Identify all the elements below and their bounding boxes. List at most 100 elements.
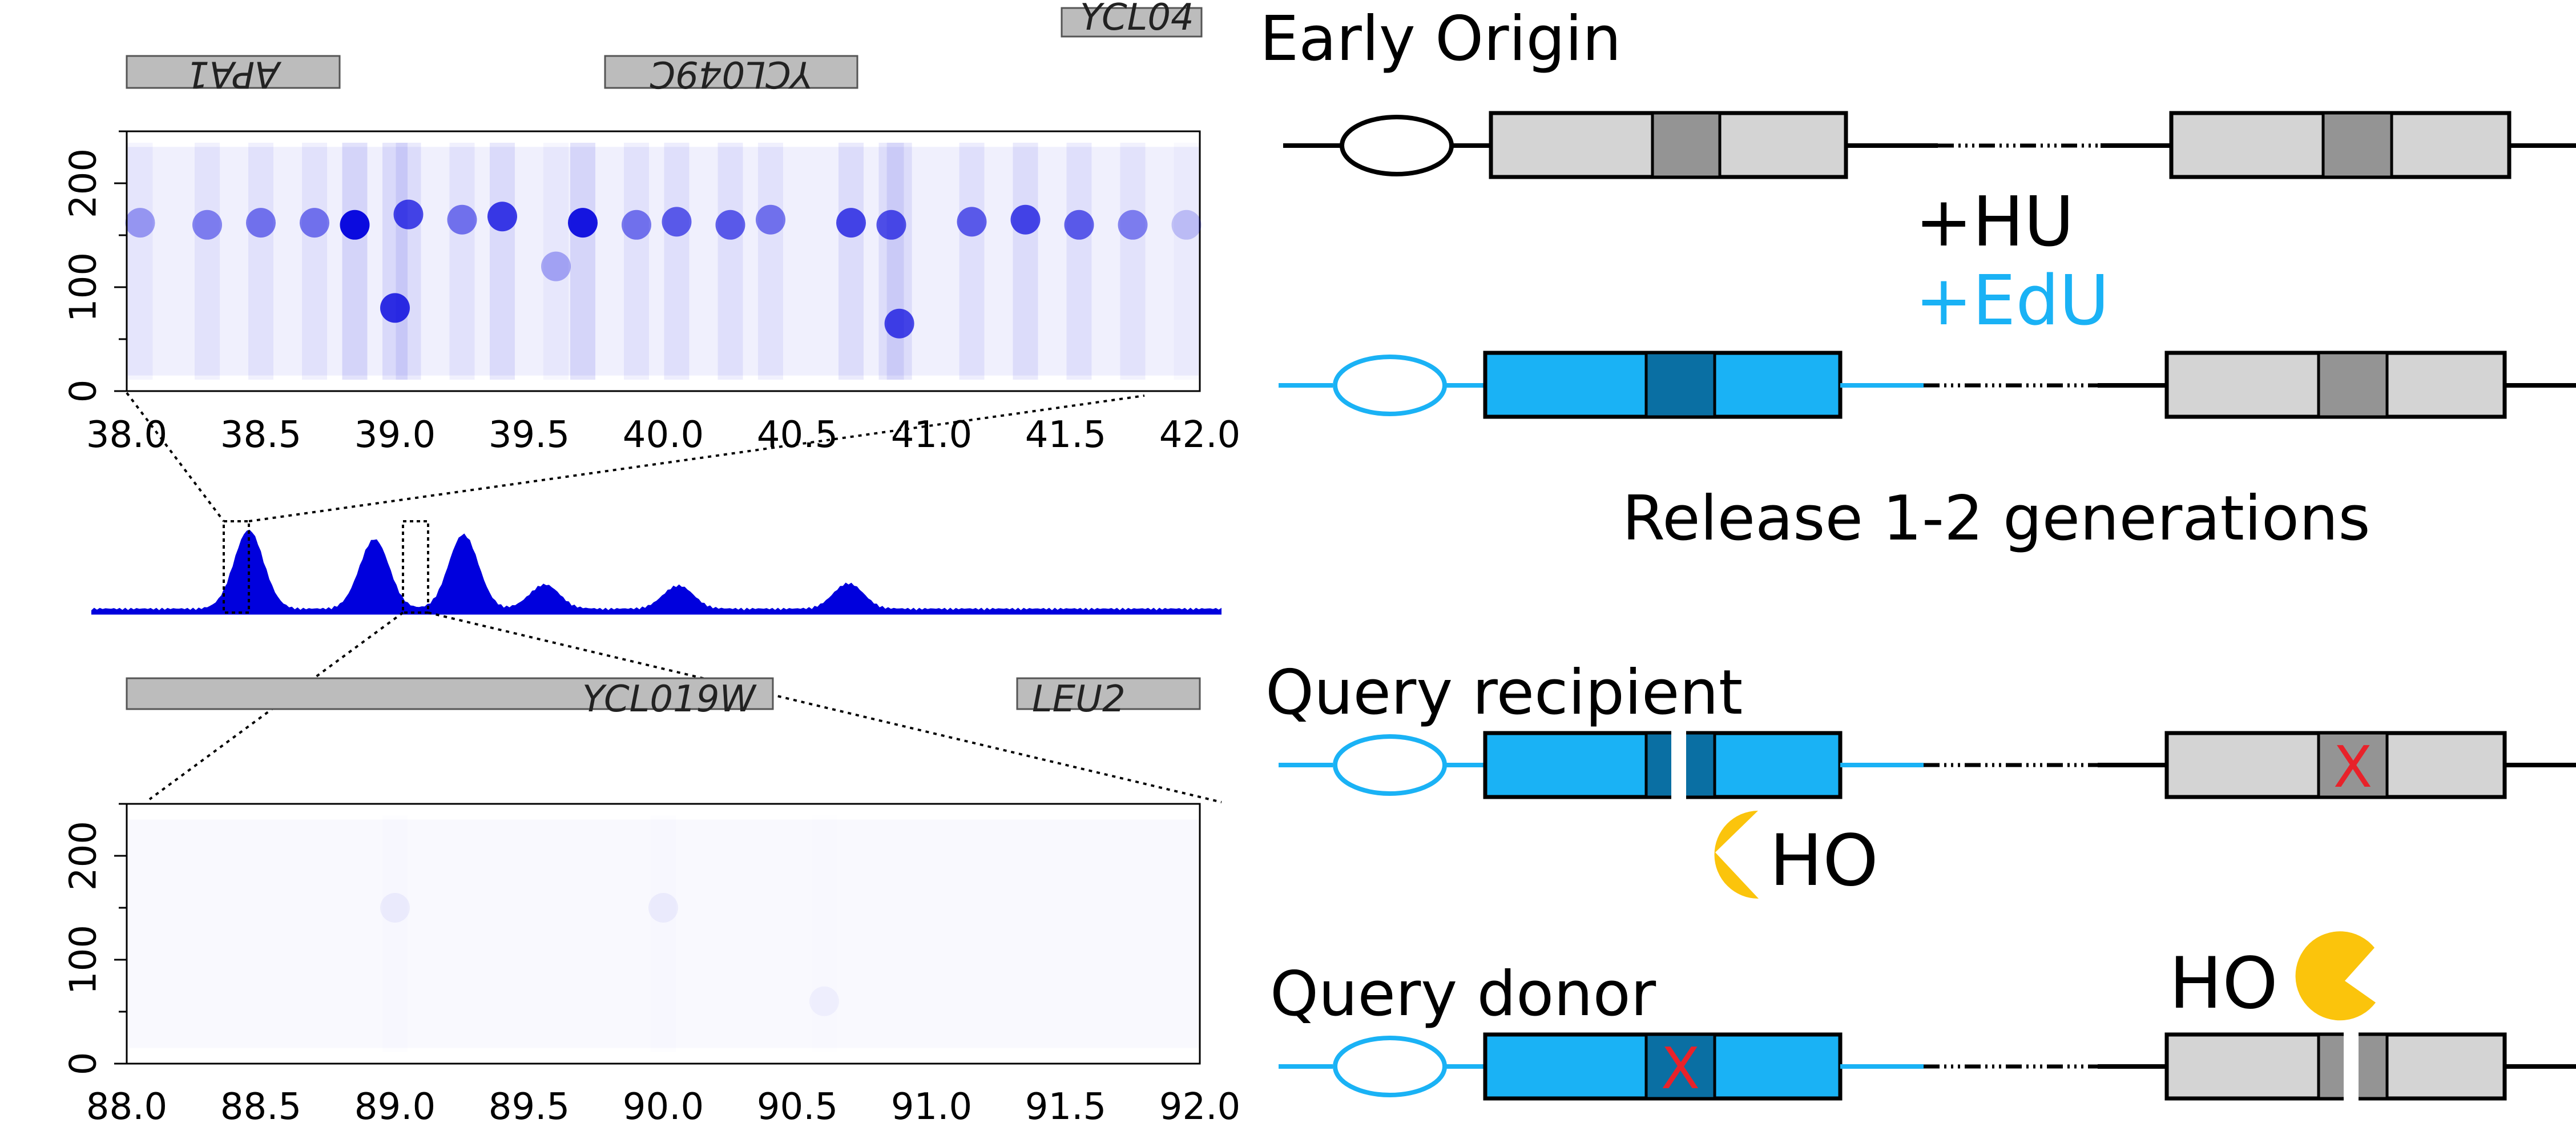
x-tick-label: 41.0 xyxy=(891,414,973,456)
origin-ellipse xyxy=(1333,1036,1447,1097)
heatmap-band xyxy=(809,986,839,1016)
ho-endonuclease-icon xyxy=(2295,931,2376,1021)
heatmap-column xyxy=(959,143,985,380)
y-tick-label: 200 xyxy=(63,821,105,891)
heatmap-band xyxy=(957,207,987,237)
heatmap-band xyxy=(300,208,329,238)
heatmap-band xyxy=(541,251,571,281)
heatmap-column xyxy=(758,143,783,380)
overview-signal xyxy=(91,529,1222,614)
zoom-box-bottom xyxy=(402,520,429,614)
heatmap-column xyxy=(624,143,649,380)
gene-ycl04 xyxy=(1061,7,1203,38)
heatmap-column xyxy=(878,143,904,380)
heatmap-column xyxy=(302,143,327,380)
gene-label-ycl019w: YCL019W xyxy=(582,678,757,721)
heatmap-column xyxy=(838,143,864,380)
heatmap-column xyxy=(382,815,408,1052)
gene-apa1 xyxy=(126,55,341,89)
heatmap-column xyxy=(570,143,595,380)
heatmap-column xyxy=(1066,143,1092,380)
gene-track-top: APA1 YCL049C YCL04 xyxy=(126,0,1203,95)
heatmap-background xyxy=(128,147,1199,376)
y-axis-top: 0 100 200 xyxy=(63,130,128,403)
x-tick-label: 90.0 xyxy=(623,1086,704,1127)
heatmap-top-frame xyxy=(126,130,1201,392)
heatmap-column xyxy=(449,143,475,380)
heatmap-band xyxy=(622,210,651,240)
x-tick-label: 40.0 xyxy=(623,414,704,456)
y-tick-label: 200 xyxy=(63,148,105,218)
heatmap-column xyxy=(127,143,153,380)
cut-site xyxy=(2317,351,2389,418)
heatmap-band xyxy=(1064,210,1094,240)
overview-track xyxy=(91,392,1222,803)
y-tick-label: 100 xyxy=(63,252,105,322)
heatmap-column xyxy=(812,815,837,1052)
x-tick-label: 88.0 xyxy=(86,1086,168,1127)
gene-label-ycl04: YCL04 xyxy=(1080,0,1194,39)
heatmap-band xyxy=(884,308,914,339)
label-query-recipient: Query recipient xyxy=(1265,657,1743,728)
gene-ycl019w xyxy=(126,677,774,710)
origin-ellipse xyxy=(1333,734,1447,796)
cut-site xyxy=(1651,111,1722,179)
x-tick-label: 91.0 xyxy=(891,1086,973,1127)
dsb-gap xyxy=(2344,1030,2359,1103)
heatmap-column xyxy=(396,143,421,380)
heatmap-band xyxy=(756,204,785,235)
cut-site xyxy=(2321,111,2393,179)
row-query-donor: X xyxy=(1279,1030,2576,1103)
heatmap-band xyxy=(662,207,692,237)
x-tick-label: 92.0 xyxy=(1159,1086,1241,1127)
row-query-recipient: X xyxy=(1279,728,2576,802)
row-early-origin xyxy=(1283,111,2576,179)
heatmap-band xyxy=(246,208,276,238)
heatmap-column xyxy=(664,143,690,380)
heatmap-bottom xyxy=(380,815,839,1052)
top-panel: APA1 YCL049C YCL04 0 100 200 38.0 38.5 xyxy=(63,0,1241,456)
heatmap-band xyxy=(568,208,598,238)
heatmap-column xyxy=(717,143,743,380)
heatmap-band xyxy=(380,293,410,323)
x-tick-label: 89.5 xyxy=(489,1086,570,1127)
heatmap-band xyxy=(1010,204,1041,235)
y-axis-bottom: 0 100 200 xyxy=(63,803,128,1075)
label-release: Release 1-2 generations xyxy=(1622,483,2371,554)
label-edu: +EdU xyxy=(1915,261,2109,341)
x-tick-label: 42.0 xyxy=(1159,414,1241,456)
label-query-donor: Query donor xyxy=(1270,959,1656,1030)
origin-ellipse xyxy=(1340,115,1454,176)
heatmap-column xyxy=(248,143,273,380)
label-ho-donor: HO xyxy=(2169,943,2278,1025)
heatmap-column xyxy=(886,143,912,380)
heatmap-column xyxy=(382,143,408,380)
x-tick-label: 40.5 xyxy=(757,414,838,456)
origin-ellipse xyxy=(1333,355,1447,416)
cut-site xyxy=(1644,351,1716,418)
heatmap-bottom-frame xyxy=(126,803,1201,1065)
gene-label-apa1: APA1 xyxy=(186,53,282,95)
x-tick-label: 39.5 xyxy=(489,414,570,456)
x-tick-label: 88.5 xyxy=(220,1086,302,1127)
x-tick-label: 41.5 xyxy=(1025,414,1107,456)
heatmap-band xyxy=(876,210,906,240)
heatmap-column xyxy=(490,143,515,380)
x-tick-label: 89.0 xyxy=(354,1086,436,1127)
heatmap-column xyxy=(342,143,368,380)
heatmap-band xyxy=(487,202,517,232)
heatmap-column xyxy=(1174,143,1199,380)
heatmap-band xyxy=(836,208,866,238)
row-edu-labeled xyxy=(1279,351,2576,419)
gene-ycl049c xyxy=(604,55,858,89)
heatmap-column xyxy=(1013,143,1038,380)
heatmap-band xyxy=(393,199,424,230)
gene-leu2 xyxy=(1016,677,1201,710)
label-ho-recipient: HO xyxy=(1769,820,1878,902)
y-tick-label: 0 xyxy=(63,380,105,403)
x-tick-label: 90.5 xyxy=(757,1086,838,1127)
heatmap-band xyxy=(1118,210,1148,240)
x-axis-top: 38.0 38.5 39.0 39.5 40.0 40.5 41.0 41.5 … xyxy=(86,390,1241,456)
x-tick-label: 38.5 xyxy=(220,414,302,456)
